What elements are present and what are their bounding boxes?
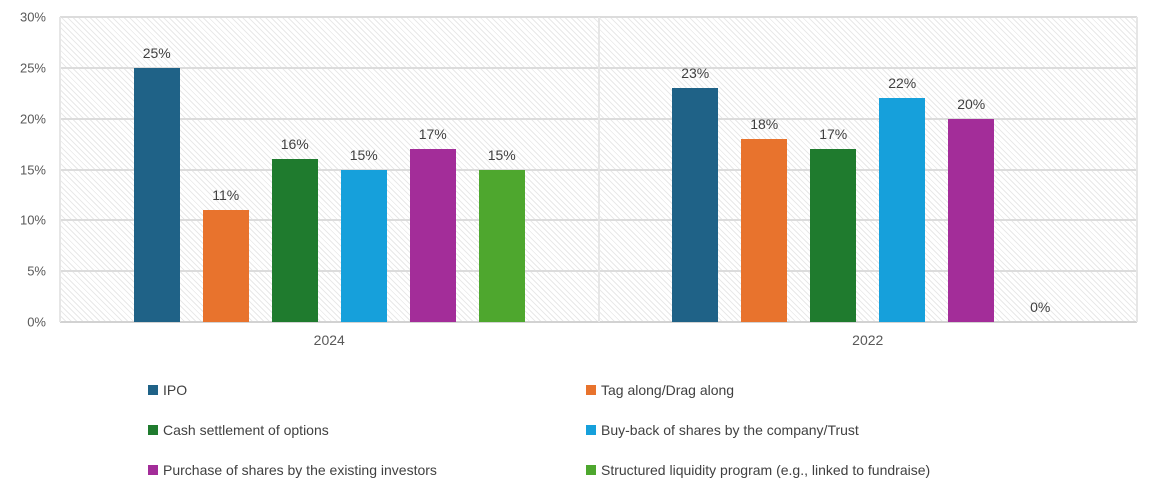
bar [133, 67, 180, 322]
bar-slot: 16% [271, 17, 318, 322]
x-axis-line [60, 321, 1137, 323]
bar-value-label: 0% [1030, 299, 1051, 315]
category-separator-line [59, 17, 61, 322]
bar-group-2024: 25% 11% 16% 15% 17% 15% [60, 17, 599, 322]
bar [948, 118, 995, 322]
bar [741, 139, 788, 322]
x-axis: 2024 2022 [60, 332, 1137, 348]
category-separator-line [1136, 17, 1138, 322]
bar [202, 210, 249, 322]
bar-slot: 11% [202, 17, 249, 322]
y-tick-label: 0% [27, 314, 46, 330]
legend-label: Buy-back of shares by the company/Trust [601, 422, 859, 438]
bar-slot: 25% [133, 17, 180, 322]
bar-value-label: 15% [349, 146, 378, 163]
bar-slot: 17% [409, 17, 456, 322]
bar-value-label: 17% [418, 126, 447, 143]
legend-item: Purchase of shares by the existing inves… [148, 462, 586, 478]
bar-value-label: 15% [487, 146, 516, 163]
category-separator-line [597, 17, 600, 322]
legend-item: Cash settlement of options [148, 422, 586, 438]
bar [672, 88, 719, 322]
bar [340, 169, 387, 322]
bar-value-label: 16% [280, 136, 309, 153]
bar-value-label: 23% [681, 65, 710, 82]
legend-swatch [586, 385, 596, 395]
legend-label: Cash settlement of options [163, 422, 329, 438]
legend-label: Purchase of shares by the existing inves… [163, 462, 437, 478]
bar-value-label: 20% [957, 95, 986, 112]
bar-value-label: 22% [888, 75, 917, 92]
legend-swatch [148, 465, 158, 475]
bar-slot: 17% [810, 17, 857, 322]
legend-item: Tag along/Drag along [586, 382, 1142, 398]
y-tick-label: 20% [19, 111, 46, 127]
y-tick-label: 30% [19, 9, 46, 25]
legend-item: Buy-back of shares by the company/Trust [586, 422, 1142, 438]
bar-slot: 15% [478, 17, 525, 322]
legend-swatch [586, 465, 596, 475]
legend-item: Structured liquidity program (e.g., link… [586, 462, 1142, 478]
bar-value-label: 25% [142, 44, 171, 61]
category-label: 2022 [852, 332, 884, 348]
bar-value-label: 11% [212, 187, 240, 204]
bar [271, 159, 318, 322]
y-axis: 0% 5% 10% 15% 20% 25% 30% [0, 11, 46, 329]
legend-swatch [148, 425, 158, 435]
bar-slot: 0% [1017, 17, 1063, 322]
bar-slot: 23% [672, 17, 719, 322]
bar [478, 169, 525, 322]
y-tick-label: 25% [19, 60, 46, 76]
bar [810, 149, 857, 322]
bar-slot: 22% [879, 17, 926, 322]
y-tick-label: 10% [19, 212, 46, 228]
bar-groups: 25% 11% 16% 15% 17% 15% 23% 18% 17% 22% 20% 0% [60, 17, 1137, 322]
bar-group-2022: 23% 18% 17% 22% 20% 0% [599, 17, 1138, 322]
legend-item: IPO [148, 382, 586, 398]
legend-label: Tag along/Drag along [601, 382, 735, 398]
category-label: 2024 [313, 332, 345, 348]
legend-label: Structured liquidity program (e.g., link… [601, 462, 931, 478]
plot-area: 25% 11% 16% 15% 17% 15% 23% 18% 17% 22% 20% 0% [59, 16, 1138, 323]
bar-slot: 20% [948, 17, 995, 322]
bar-slot: 18% [741, 17, 788, 322]
bar [879, 98, 926, 322]
bar-value-label: 18% [750, 116, 779, 132]
legend-swatch [148, 385, 158, 395]
y-tick-label: 5% [27, 263, 46, 279]
bar-slot: 15% [340, 17, 387, 322]
legend-label: IPO [163, 382, 188, 398]
bar-value-label: 17% [819, 126, 848, 143]
legend-swatch [586, 425, 596, 435]
y-tick-label: 15% [19, 162, 46, 177]
legend: IPO Tag along/Drag along Cash settlement o… [148, 370, 1142, 490]
bar [409, 149, 456, 322]
